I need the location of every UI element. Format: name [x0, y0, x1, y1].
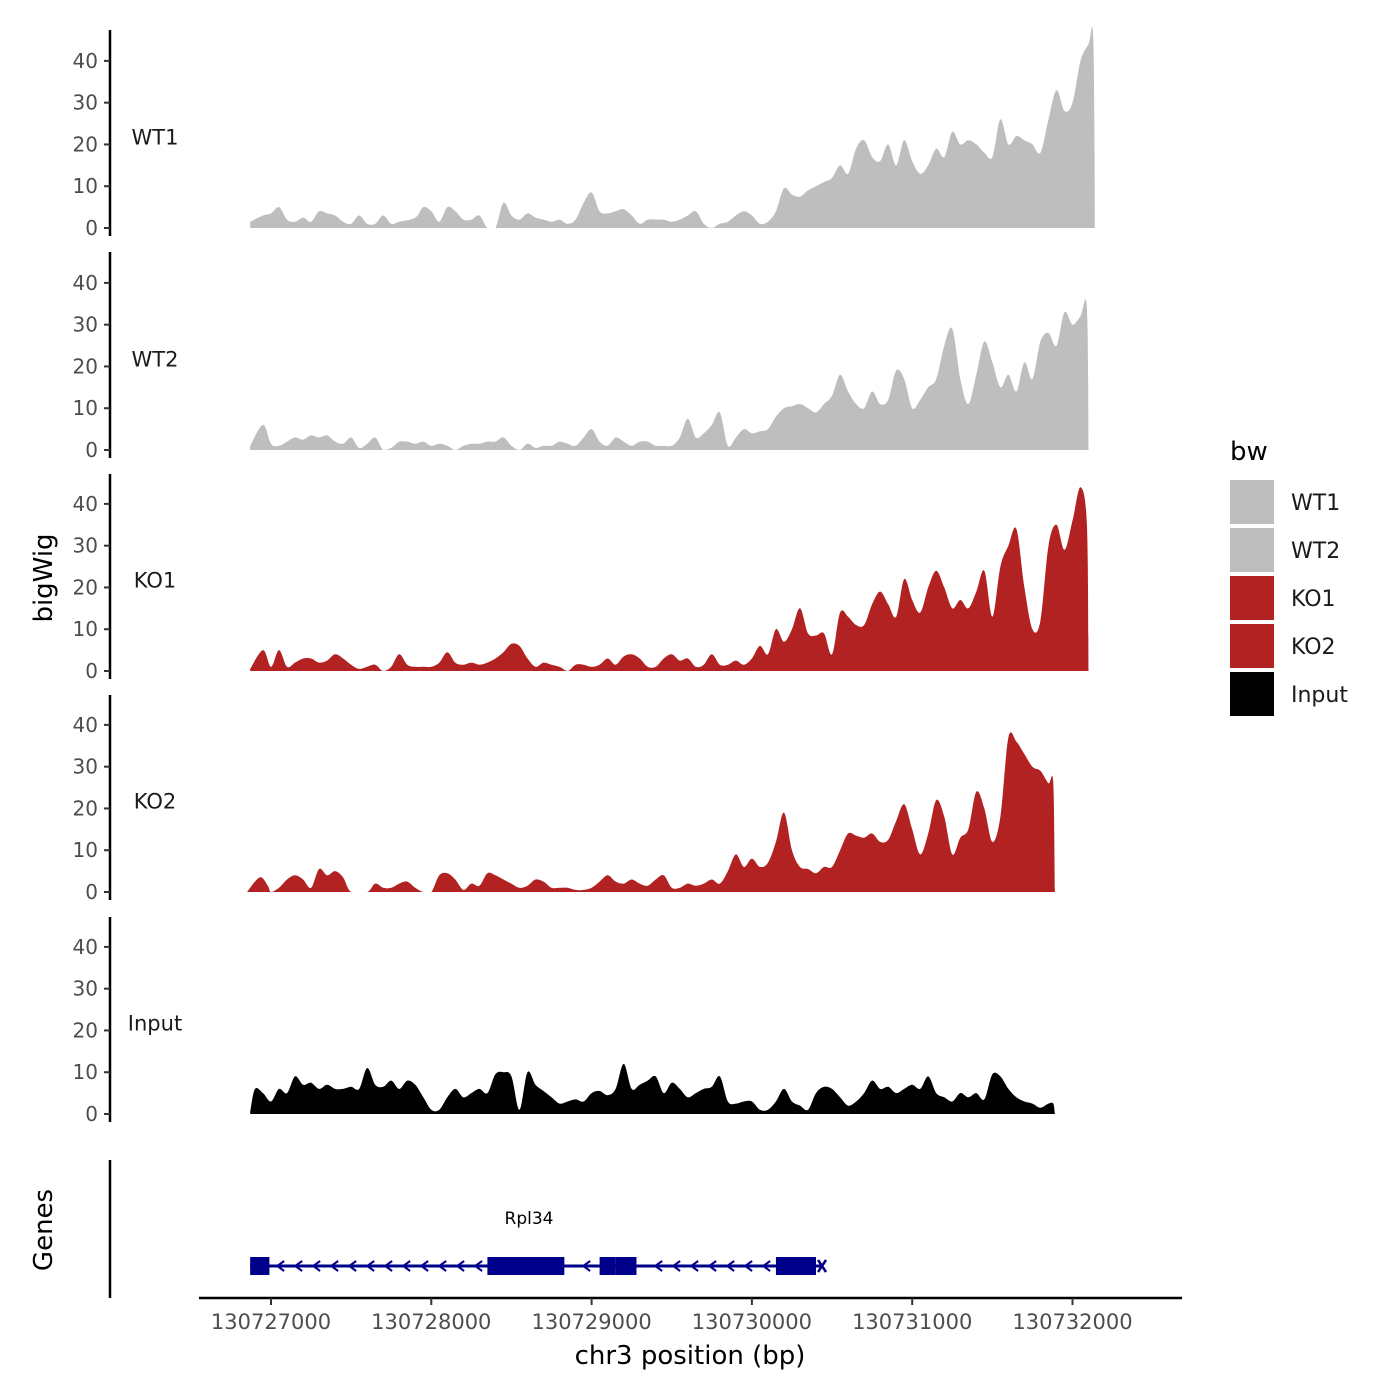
strand-arrow	[383, 1260, 393, 1272]
legend-key-input	[1230, 672, 1274, 716]
y-tick-label: 0	[85, 216, 98, 240]
legend-label-ko1: KO1	[1291, 587, 1336, 612]
strand-arrow	[653, 1260, 663, 1272]
y-tick-label: 40	[73, 271, 98, 295]
track-panel-ko2: 0 10 20 30 40 KO2	[73, 695, 1055, 904]
track-panel-wt1: 0 10 20 30 40 WT1	[73, 26, 1095, 240]
y-tick-label: 30	[73, 977, 98, 1001]
gene-exon	[599, 1257, 616, 1275]
y-tick-label: 30	[73, 91, 98, 115]
strand-arrow	[725, 1260, 735, 1272]
track-label-ko1: KO1	[134, 568, 177, 592]
y-tick-label: 30	[73, 534, 98, 558]
gene-label: Rpl34	[505, 1209, 554, 1229]
strand-arrow	[365, 1260, 375, 1272]
legend-label-wt2: WT2	[1291, 539, 1340, 564]
x-tick-label: 130729000	[531, 1310, 651, 1334]
strand-arrow	[419, 1260, 429, 1272]
area-wt1	[250, 26, 1095, 229]
strand-arrow	[689, 1260, 699, 1272]
gene-exon	[543, 1257, 565, 1275]
track-label-wt2: WT2	[132, 347, 179, 371]
track-panel-ko1: 0 10 20 30 40 KO1	[73, 474, 1089, 683]
y-tick-label: 0	[85, 438, 98, 462]
track-label-wt1: WT1	[132, 125, 179, 149]
gene-exon	[487, 1257, 544, 1275]
y-tick-label: 0	[85, 880, 98, 904]
area-input	[250, 1063, 1055, 1114]
strand-arrow	[311, 1260, 321, 1272]
y-tick-label: 40	[73, 492, 98, 516]
gene-track: Rpl34	[108, 1160, 828, 1298]
y-tick-label: 20	[73, 796, 98, 820]
y-tick-label: 40	[73, 49, 98, 73]
y-tick-label: 40	[73, 935, 98, 959]
gene-exon	[775, 1257, 817, 1275]
strand-arrow	[671, 1260, 681, 1272]
strand-arrow	[761, 1260, 771, 1272]
strand-arrow	[347, 1260, 357, 1272]
y-tick-label: 10	[73, 617, 98, 641]
x-tick-label: 130727000	[211, 1310, 331, 1334]
legend-key-wt2	[1230, 528, 1274, 572]
y-tick-label: 30	[73, 313, 98, 337]
legend-key-ko2	[1230, 624, 1274, 668]
y-tick-label: 20	[73, 1018, 98, 1042]
track-panel-input: 0 10 20 30 40 Input	[73, 917, 1055, 1126]
y-tick-label: 0	[85, 1102, 98, 1126]
legend-key-ko1	[1230, 576, 1274, 620]
y-tick-label: 30	[73, 755, 98, 779]
y-tick-label: 10	[73, 838, 98, 862]
legend-key-wt1	[1230, 480, 1274, 524]
strand-arrow	[743, 1260, 753, 1272]
x-tick-label: 130731000	[852, 1310, 972, 1334]
legend-title: bw	[1230, 437, 1268, 467]
area-wt2	[250, 299, 1089, 450]
x-axis: 130727000 130728000 130729000 130730000 1307…	[199, 1296, 1182, 1334]
strand-arrow	[581, 1260, 591, 1272]
strand-arrow	[455, 1260, 465, 1272]
strand-arrow	[816, 1259, 828, 1273]
strand-arrow	[329, 1260, 339, 1272]
y-tick-label: 0	[85, 659, 98, 683]
x-axis-title: chr3 position (bp)	[575, 1341, 806, 1371]
area-ko2	[247, 732, 1055, 892]
gene-track-title: Genes	[29, 1189, 59, 1271]
track-label-ko2: KO2	[134, 789, 177, 813]
y-tick-label: 40	[73, 713, 98, 737]
y-tick-label: 20	[73, 354, 98, 378]
strand-arrow	[707, 1260, 717, 1272]
strand-arrow	[473, 1260, 483, 1272]
y-tick-label: 20	[73, 132, 98, 156]
y-tick-label: 10	[73, 396, 98, 420]
legend-label-ko2: KO2	[1291, 635, 1336, 660]
gene-exon	[250, 1257, 270, 1275]
legend: bw WT1 WT2 KO1 KO2 Input	[1230, 437, 1348, 716]
strand-arrow	[437, 1260, 447, 1272]
y-axis-title: bigWig	[29, 533, 59, 622]
track-panel-wt2: 0 10 20 30 40 WT2	[73, 252, 1089, 462]
x-tick-label: 130730000	[692, 1310, 812, 1334]
y-tick-label: 10	[73, 174, 98, 198]
gene-exon	[615, 1257, 637, 1275]
area-ko1	[250, 487, 1089, 671]
x-tick-label: 130728000	[371, 1310, 491, 1334]
track-label-input: Input	[128, 1011, 182, 1035]
strand-arrow	[275, 1260, 285, 1272]
legend-label-input: Input	[1291, 683, 1348, 708]
y-tick-label: 20	[73, 575, 98, 599]
track-panels: 0 10 20 30 40 WT1 0 10 20 30 40 WT2 0 10 20 30 40 KO1 0 10 2…	[73, 26, 1095, 1126]
y-tick-label: 10	[73, 1060, 98, 1084]
strand-arrow	[401, 1260, 411, 1272]
x-tick-label: 130732000	[1012, 1310, 1132, 1334]
strand-arrow	[293, 1260, 303, 1272]
legend-label-wt1: WT1	[1291, 491, 1340, 516]
